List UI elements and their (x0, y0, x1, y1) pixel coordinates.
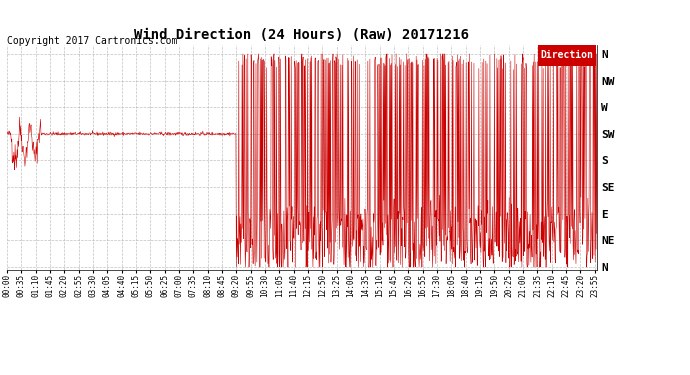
Text: Copyright 2017 Cartronics.com: Copyright 2017 Cartronics.com (7, 36, 177, 46)
Text: Direction: Direction (540, 50, 593, 60)
Title: Wind Direction (24 Hours) (Raw) 20171216: Wind Direction (24 Hours) (Raw) 20171216 (135, 28, 469, 42)
